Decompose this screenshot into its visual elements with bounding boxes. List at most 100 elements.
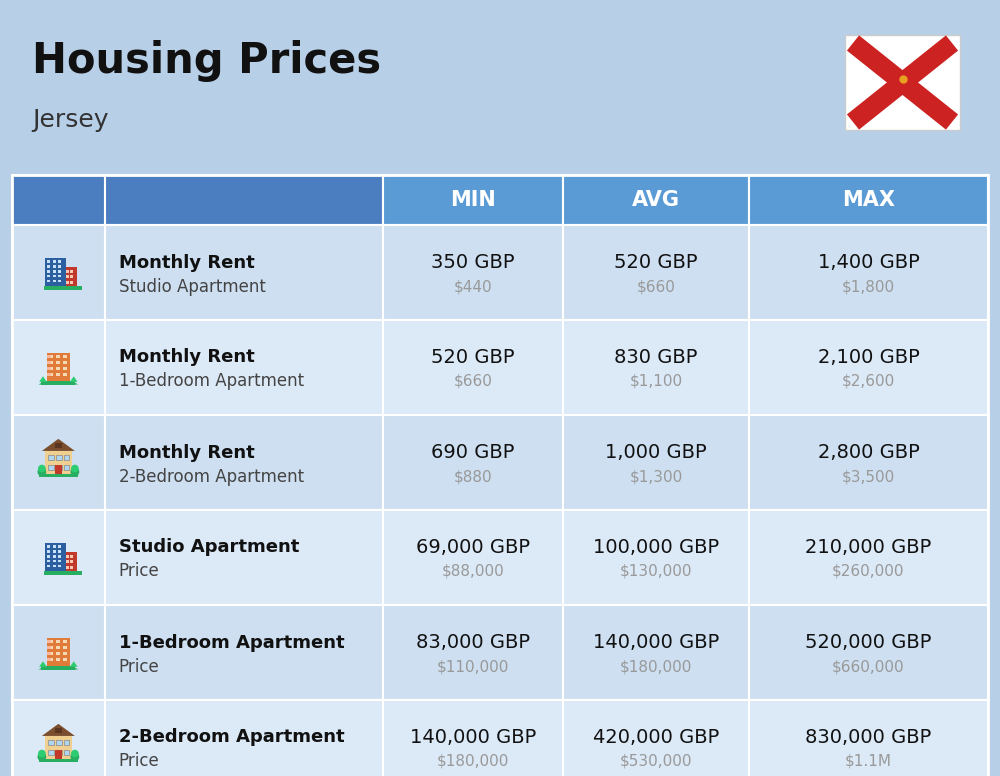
- Bar: [749, 415, 988, 510]
- Bar: [12, 700, 105, 776]
- Bar: [58, 270, 61, 272]
- Text: 1-Bedroom Apartment: 1-Bedroom Apartment: [119, 633, 344, 652]
- Polygon shape: [70, 376, 78, 382]
- Text: 690 GBP: 690 GBP: [431, 443, 515, 462]
- Bar: [50, 640, 53, 643]
- Bar: [749, 510, 988, 605]
- Text: 100,000 GBP: 100,000 GBP: [593, 538, 719, 557]
- Bar: [39, 758, 78, 762]
- Bar: [53, 265, 56, 268]
- Text: Studio Apartment: Studio Apartment: [119, 539, 299, 556]
- Bar: [53, 270, 56, 272]
- Bar: [12, 510, 105, 605]
- Bar: [50, 652, 53, 655]
- Bar: [70, 275, 73, 278]
- Bar: [12, 225, 105, 320]
- Polygon shape: [39, 661, 47, 667]
- Bar: [56, 373, 60, 376]
- Bar: [47, 260, 50, 262]
- Bar: [105, 320, 383, 415]
- Polygon shape: [69, 667, 78, 670]
- Circle shape: [71, 750, 79, 757]
- Bar: [563, 700, 749, 776]
- Bar: [48, 456, 54, 460]
- Bar: [58, 260, 61, 262]
- Bar: [58, 550, 61, 553]
- Bar: [105, 605, 383, 700]
- Bar: [105, 510, 383, 605]
- Bar: [66, 555, 69, 557]
- Text: $110,000: $110,000: [437, 659, 509, 674]
- Text: Jersey: Jersey: [32, 108, 108, 132]
- Bar: [53, 279, 56, 282]
- Text: 2-Bedroom Apartment: 2-Bedroom Apartment: [119, 729, 344, 747]
- Bar: [47, 265, 50, 268]
- Bar: [64, 552, 77, 572]
- Bar: [70, 281, 73, 283]
- Bar: [64, 465, 69, 469]
- Bar: [47, 555, 50, 557]
- Text: Price: Price: [119, 657, 159, 675]
- Circle shape: [37, 753, 46, 761]
- Bar: [66, 281, 69, 283]
- Bar: [45, 543, 66, 572]
- Bar: [56, 361, 60, 364]
- Bar: [47, 275, 50, 278]
- Bar: [12, 320, 105, 415]
- Text: $2,600: $2,600: [842, 374, 895, 389]
- Bar: [56, 367, 60, 370]
- Bar: [50, 658, 53, 661]
- Bar: [56, 456, 62, 460]
- Bar: [383, 415, 563, 510]
- Text: 2,800 GBP: 2,800 GBP: [818, 443, 919, 462]
- Bar: [383, 605, 563, 700]
- Text: 830,000 GBP: 830,000 GBP: [805, 728, 932, 747]
- Bar: [105, 225, 383, 320]
- Bar: [47, 638, 70, 667]
- Bar: [749, 605, 988, 700]
- Text: Housing Prices: Housing Prices: [32, 40, 381, 82]
- Text: $1,300: $1,300: [630, 469, 683, 484]
- Bar: [50, 367, 53, 370]
- Bar: [44, 571, 82, 574]
- Bar: [63, 652, 67, 655]
- Bar: [563, 605, 749, 700]
- Text: 1-Bedroom Apartment: 1-Bedroom Apartment: [119, 372, 304, 390]
- Polygon shape: [70, 661, 78, 667]
- Text: $440: $440: [454, 279, 492, 294]
- Bar: [55, 728, 62, 733]
- Text: 69,000 GBP: 69,000 GBP: [416, 538, 530, 557]
- Bar: [63, 361, 67, 364]
- Bar: [383, 225, 563, 320]
- Bar: [45, 258, 66, 287]
- Bar: [47, 279, 50, 282]
- Circle shape: [70, 753, 79, 761]
- Text: $530,000: $530,000: [620, 754, 692, 769]
- Bar: [12, 415, 105, 510]
- Bar: [47, 270, 50, 272]
- Bar: [56, 750, 62, 754]
- Bar: [48, 750, 54, 754]
- Bar: [45, 451, 72, 474]
- Bar: [41, 667, 75, 670]
- Text: $180,000: $180,000: [620, 659, 692, 674]
- Text: 2,100 GBP: 2,100 GBP: [818, 348, 919, 367]
- Bar: [55, 442, 62, 449]
- Bar: [47, 640, 51, 643]
- Bar: [47, 353, 51, 382]
- Bar: [50, 373, 53, 376]
- Text: $88,000: $88,000: [442, 564, 505, 579]
- Bar: [47, 361, 51, 364]
- Bar: [749, 175, 988, 225]
- Circle shape: [71, 465, 79, 473]
- Text: $880: $880: [454, 469, 492, 484]
- Text: Studio Apartment: Studio Apartment: [119, 278, 266, 296]
- Bar: [53, 565, 56, 567]
- Bar: [47, 545, 50, 548]
- Bar: [70, 555, 73, 557]
- Bar: [58, 559, 61, 563]
- Bar: [39, 473, 78, 476]
- Bar: [47, 355, 51, 359]
- Bar: [56, 646, 60, 650]
- Bar: [383, 320, 563, 415]
